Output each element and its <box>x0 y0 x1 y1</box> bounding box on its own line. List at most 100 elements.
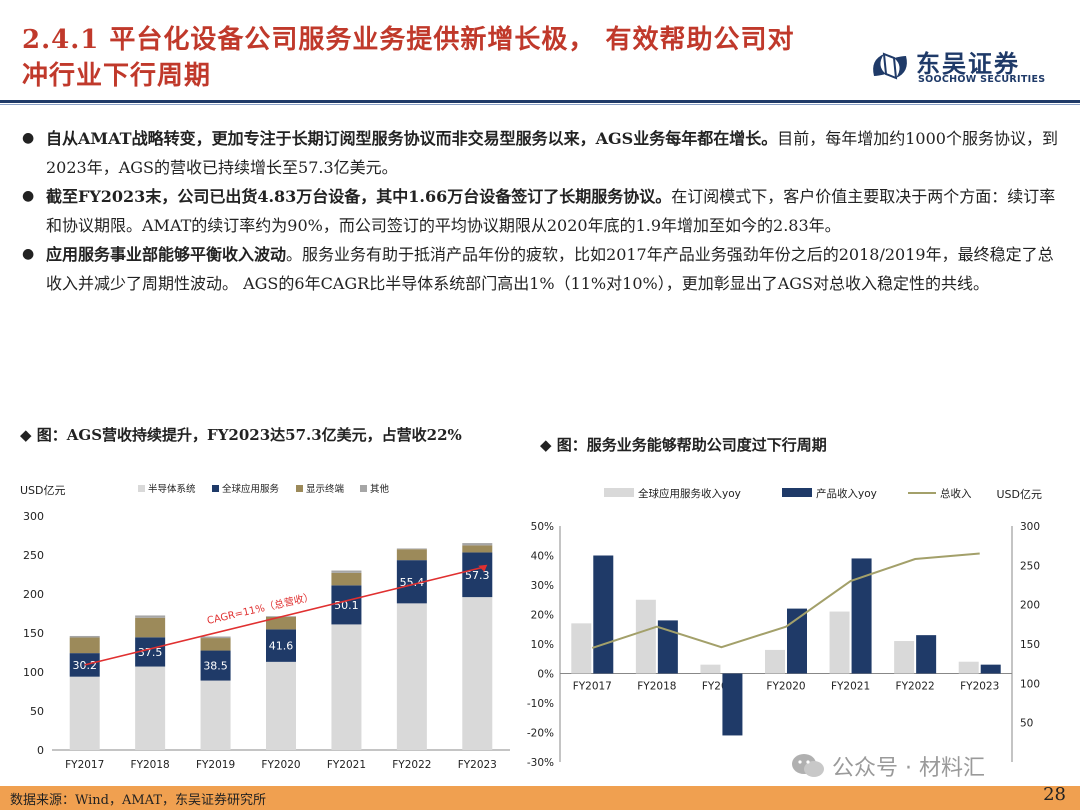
left-x-tick: FY2018 <box>131 759 170 771</box>
left-bar-segment <box>266 616 296 630</box>
left-bar-segment <box>462 552 493 598</box>
right-y-tick-left: -10% <box>527 698 554 710</box>
right-y-tick-right: 150 <box>1020 639 1040 651</box>
bullet-3-text: 。服务业务有助于抵消产品年份的疲软，比如2017年产品业务强劲年份之后的2018… <box>46 245 1054 293</box>
left-bar-segment <box>69 653 100 677</box>
total-revenue-line <box>591 552 980 649</box>
right-y-tick-right: 300 <box>1020 521 1040 533</box>
left-data-label: 57.3 <box>465 569 490 582</box>
left-y-tick: 150 <box>23 627 44 640</box>
left-legend-swatch <box>360 485 367 492</box>
right-legend-swatch <box>604 488 634 497</box>
right-bar-product <box>722 673 743 736</box>
right-bar-services <box>700 664 721 674</box>
cagr-arrow <box>84 565 486 666</box>
right-y-tick-right: 200 <box>1020 600 1040 612</box>
footer-bar <box>0 786 1080 810</box>
left-x-tick: FY2022 <box>392 759 431 771</box>
left-bar-segment <box>135 615 166 618</box>
chart-left-stacked-bar: USD亿元 半导体系统 全球应用服务 显示终端 其他 0 50 100 150 200 250 3… <box>20 483 510 771</box>
left-y-unit: USD亿元 <box>20 484 66 497</box>
right-x-tick: FY2017 <box>573 681 612 693</box>
company-logo: 东吴证券 SOOCHOW SECURITIES <box>868 44 1058 92</box>
right-x-tick: FY2018 <box>637 681 676 693</box>
right-y-tick-left: -30% <box>527 757 554 769</box>
bullet-1-text: 目前，每年增加约1000个服务协议，到2023年，AGS的营收已持续增长至57.… <box>46 129 1058 177</box>
right-bar-services <box>635 599 656 674</box>
right-legend-label: 全球应用服务收入yoy <box>638 487 741 500</box>
left-bar-segment <box>69 637 100 654</box>
right-y-tick-right: 100 <box>1020 678 1040 690</box>
chart-right-combo: 全球应用服务收入yoy 产品收入yoy 总收入 -30% -20% -10% 0% 10% 2… <box>527 487 1042 769</box>
left-y-tick: 100 <box>23 666 44 679</box>
right-bar-product <box>916 635 937 674</box>
right-bar-services <box>829 611 850 674</box>
left-x-tick: FY2021 <box>327 759 366 771</box>
right-bars <box>571 555 1001 736</box>
right-x-tick: FY2021 <box>831 681 870 693</box>
left-bar-segment <box>331 624 362 750</box>
left-bar-segment <box>462 543 493 546</box>
left-bar-segment <box>135 666 166 750</box>
left-bar-segment <box>331 570 362 573</box>
left-bar-segment <box>200 636 231 639</box>
cagr-arrow-head <box>478 564 488 572</box>
left-y-tick: 50 <box>30 705 44 718</box>
right-y-tick-left: 30% <box>531 580 554 592</box>
left-bar-segment <box>396 548 427 550</box>
right-y-tick-right: 250 <box>1020 560 1040 572</box>
right-x-tick: FY2020 <box>766 681 805 693</box>
right-bar-services <box>571 623 592 674</box>
right-axes: -30% -20% -10% 0% 10% 20% 30% 40% 50% 50 100 150 200… <box>527 488 1042 769</box>
left-y-tick: 250 <box>23 549 44 562</box>
left-data-label: 30.2 <box>72 659 97 672</box>
bullet-2-text: 在订阅模式下，客户价值主要取决于两个方面：续订率和协议期限。AMAT的续订率约为… <box>46 187 1056 235</box>
left-legend-label: 全球应用服务 <box>222 483 280 495</box>
left-legend-label: 其他 <box>370 483 390 495</box>
left-legend: 半导体系统 全球应用服务 显示终端 其他 <box>138 483 390 495</box>
chart-right-title: ◆ 图：服务业务能够帮助公司度过下行周期 <box>540 436 827 454</box>
watermark-text: 公众号 · 材料汇 <box>832 756 985 781</box>
right-legend: 全球应用服务收入yoy 产品收入yoy 总收入 <box>604 487 972 500</box>
logo-en: SOOCHOW SECURITIES <box>918 74 1046 85</box>
left-bar-segment <box>266 661 296 750</box>
right-y-tick-right: 50 <box>1020 718 1033 730</box>
bullet-3: 应用服务事业部能够平衡收入波动。服务业务有助于抵消产品年份的疲软，比如2017年… <box>22 240 1062 298</box>
left-bar-segment <box>462 545 493 553</box>
bullet-2: 截至FY2023末，公司已出货4.83万台设备，其中1.66万台设备签订了长期服… <box>22 182 1062 240</box>
bullet-1-bold: 自从AMAT战略转变，更加专注于长期订阅型服务协议而非交易型服务以来，AGS业务… <box>46 129 778 148</box>
header-rule <box>0 100 1080 103</box>
left-legend-swatch <box>212 485 219 492</box>
left-data-label: 41.6 <box>269 640 294 653</box>
page-title: 2.4.1 平台化设备公司服务业务提供新增长极， 有效帮助公司对 冲行业下行周期 <box>22 22 862 94</box>
left-bar-segment <box>135 617 166 638</box>
bullet-1: 自从AMAT战略转变，更加专注于长期订阅型服务协议而非交易型服务以来，AGS业务… <box>22 124 1062 182</box>
right-bar-services <box>894 641 915 674</box>
left-bar-segment <box>266 629 296 662</box>
left-bar-segment <box>200 680 231 750</box>
left-legend-swatch <box>138 485 145 492</box>
right-y-tick-left: 10% <box>531 639 554 651</box>
wechat-icon <box>792 754 824 777</box>
right-y-unit: USD亿元 <box>996 488 1042 501</box>
left-bar-segment <box>462 597 493 750</box>
left-legend-label: 显示终端 <box>306 483 345 495</box>
left-y-tick: 0 <box>37 744 44 757</box>
source-note: 数据来源：Wind，AMAT，东吴证券研究所 <box>10 793 267 808</box>
left-bar-segment <box>396 549 427 561</box>
bullet-2-bold: 截至FY2023末，公司已出货4.83万台设备，其中1.66万台设备签订了长期服… <box>46 187 672 206</box>
right-y-tick-left: 40% <box>531 551 554 563</box>
left-bar-segment <box>331 572 362 586</box>
header-rule-thin <box>0 104 1080 105</box>
left-bar-segment <box>200 638 231 651</box>
logo-name: 东吴证券 <box>916 50 1020 78</box>
bullet-list: 自从AMAT战略转变，更加专注于长期订阅型服务协议而非交易型服务以来，AGS业务… <box>22 124 1062 298</box>
right-bar-product <box>787 608 807 674</box>
left-bar-segment <box>69 676 100 750</box>
title-line-2: 冲行业下行周期 <box>22 61 212 91</box>
right-y-tick-left: 20% <box>531 610 554 622</box>
right-y-tick-left: 50% <box>531 521 554 533</box>
left-bar-segment <box>69 635 100 638</box>
left-data-label: 37.5 <box>138 646 163 659</box>
right-x-tick: FY2022 <box>896 681 935 693</box>
